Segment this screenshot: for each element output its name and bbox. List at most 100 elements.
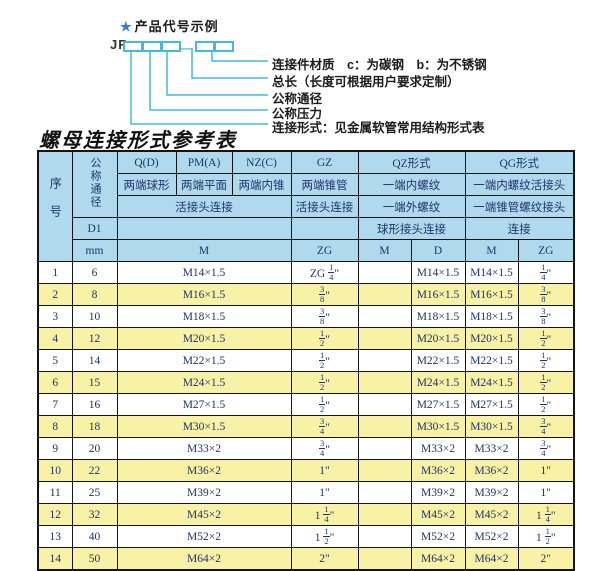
code-box xyxy=(161,41,181,52)
row-no: 14 xyxy=(37,547,73,571)
row-m: M36×2 xyxy=(116,459,292,482)
header-pm-desc: 两端平面 xyxy=(175,173,233,196)
row-qg-m: M14×1.5 xyxy=(464,261,519,284)
header-d1: D1 xyxy=(71,217,118,240)
row-qg-zg: 1 2 " xyxy=(517,393,575,416)
table-header: 序号 公称通径 Q(D) PM(A) NZ(C) GZ QZ形式 QG形式 两端… xyxy=(37,150,575,262)
row-gz: 1" xyxy=(290,481,359,504)
header-mm: mm xyxy=(71,239,118,262)
row-no: 2 xyxy=(37,283,73,306)
header-qz-desc2: 一端外螺纹 xyxy=(357,195,466,218)
row-qg-m: M64×2 xyxy=(464,547,519,571)
row-qz-d: M30×1.5 xyxy=(410,415,466,438)
row-gz: 1 2 " xyxy=(290,349,359,372)
row-dn: 10 xyxy=(71,305,118,328)
row-qg-zg: 1 1 4 " xyxy=(517,503,575,526)
row-qz-m xyxy=(357,415,412,438)
row-qz-d: M45×2 xyxy=(410,503,466,526)
label-total-length: 总长（长度可根据用户要求定制） xyxy=(272,75,460,89)
diagram-title-text: 产品代号示例 xyxy=(134,19,219,34)
row-m: M64×2 xyxy=(116,547,292,571)
header-qz-desc1: 一端内螺纹 xyxy=(357,173,466,196)
row-m: M27×1.5 xyxy=(116,393,292,416)
header-qz-sub-m: M xyxy=(357,239,412,262)
connector-lines xyxy=(130,48,268,125)
row-gz: 1" xyxy=(290,459,359,482)
table-row: 6 15 M24×1.5 1 2 " M24×1.5 M24×1.5 1 2 " xyxy=(37,371,575,394)
header-unit-zg: ZG xyxy=(290,239,359,262)
row-no: 5 xyxy=(37,349,73,372)
row-gz: 1 2 " xyxy=(290,371,359,394)
row-dn: 40 xyxy=(71,525,118,548)
row-gz: 3 8 " xyxy=(290,305,359,328)
row-qz-d: M52×2 xyxy=(410,525,466,548)
row-m: M45×2 xyxy=(116,503,292,526)
row-gz: 3 4 " xyxy=(290,437,359,460)
row-qz-m xyxy=(357,349,412,372)
table-row: 7 16 M27×1.5 1 2 " M27×1.5 M27×1.5 1 2 " xyxy=(37,393,575,416)
row-qg-m: M18×1.5 xyxy=(464,305,519,328)
row-qz-d: M14×1.5 xyxy=(410,261,466,284)
table-row: 10 22 M36×2 1" M36×2 M36×2 1" xyxy=(37,459,575,482)
header-qg-desc2: 一端锥管螺纹接头 xyxy=(464,195,575,218)
row-qg-m: M36×2 xyxy=(464,459,519,482)
table-row: 1 6 M14×1.5 ZG 1 4 " M14×1.5 M14×1.5 1 4 " xyxy=(37,261,575,284)
row-no: 11 xyxy=(37,481,73,504)
row-qz-m xyxy=(357,371,412,394)
row-dn: 6 xyxy=(71,261,118,284)
row-qz-d: M20×1.5 xyxy=(410,327,466,350)
row-qg-zg: 1 1 2 " xyxy=(517,525,575,548)
row-m: M24×1.5 xyxy=(116,371,292,394)
row-dn: 12 xyxy=(71,327,118,350)
row-no: 7 xyxy=(37,393,73,416)
row-qz-m xyxy=(357,437,412,460)
table-row: 8 18 M30×1.5 3 4 " M30×1.5 M30×1.5 3 4 " xyxy=(37,415,575,438)
row-qz-d: M36×2 xyxy=(410,459,466,482)
table-row: 3 10 M18×1.5 3 8 " M18×1.5 M18×1.5 3 8 " xyxy=(37,305,575,328)
row-qz-m xyxy=(357,305,412,328)
row-qg-zg: 1" xyxy=(517,459,575,482)
row-qz-d: M16×1.5 xyxy=(410,283,466,306)
row-gz: ZG 1 4 " xyxy=(290,261,359,284)
row-no: 12 xyxy=(37,503,73,526)
row-qg-zg: 3 4 " xyxy=(517,415,575,438)
row-dn: 22 xyxy=(71,459,118,482)
row-qz-d: M33×2 xyxy=(410,437,466,460)
row-qz-m xyxy=(357,283,412,306)
table-row: 12 32 M45×2 1 1 4 " M45×2 M45×2 1 1 4 " xyxy=(37,503,575,526)
row-qz-d: M22×1.5 xyxy=(410,349,466,372)
row-qg-m: M39×2 xyxy=(464,481,519,504)
row-dn: 8 xyxy=(71,283,118,306)
row-qz-d: M64×2 xyxy=(410,547,466,571)
table-row: 5 14 M22×1.5 1 2 " M22×1.5 M22×1.5 1 2 " xyxy=(37,349,575,372)
header-q-desc: 两端球形 xyxy=(116,173,177,196)
diagram-title: ★ 产品代号示例 xyxy=(120,16,219,35)
row-m: M16×1.5 xyxy=(116,283,292,306)
header-seq: 序号 xyxy=(37,150,73,262)
header-qg-conn: 连接 xyxy=(464,217,575,240)
table-row: 9 20 M33×2 3 4 " M33×2 M33×2 3 4 " xyxy=(37,437,575,460)
row-qz-d: M27×1.5 xyxy=(410,393,466,416)
row-qz-m xyxy=(357,261,412,284)
header-nz-desc: 两端内锥 xyxy=(231,173,292,196)
row-no: 4 xyxy=(37,327,73,350)
header-unit-m: M xyxy=(116,239,292,262)
label-nominal-diameter: 公称通径 xyxy=(272,92,323,106)
row-qz-m xyxy=(357,393,412,416)
header-dn: 公称通径 xyxy=(71,150,118,218)
table-body: 1 6 M14×1.5 ZG 1 4 " M14×1.5 M14×1.5 1 4 " 2 8 M16×1.… xyxy=(37,261,575,571)
table-row: 13 40 M52×2 1 1 2 " M52×2 M52×2 1 1 2 " xyxy=(37,525,575,548)
row-no: 9 xyxy=(37,437,73,460)
row-qg-m: M22×1.5 xyxy=(464,349,519,372)
row-m: M39×2 xyxy=(116,481,292,504)
row-qg-zg: 1" xyxy=(517,481,575,504)
row-qg-zg: 3 8 " xyxy=(517,283,575,306)
table-row: 4 12 M20×1.5 1 2 " M20×1.5 M20×1.5 1 2 " xyxy=(37,327,575,350)
row-qg-m: M24×1.5 xyxy=(464,371,519,394)
row-qg-zg: 3 8 " xyxy=(517,305,575,328)
header-col-qz: QZ形式 xyxy=(357,150,466,174)
row-m: M30×1.5 xyxy=(116,415,292,438)
header-union-conn-left: 活接头连接 xyxy=(116,195,292,218)
product-code-diagram: ★ 产品代号示例 JR — 连接件材质 c：为碳钢 b：为不锈钢 总长（长度可根据… xyxy=(0,0,600,150)
header-qg-sub-m: M xyxy=(464,239,519,262)
